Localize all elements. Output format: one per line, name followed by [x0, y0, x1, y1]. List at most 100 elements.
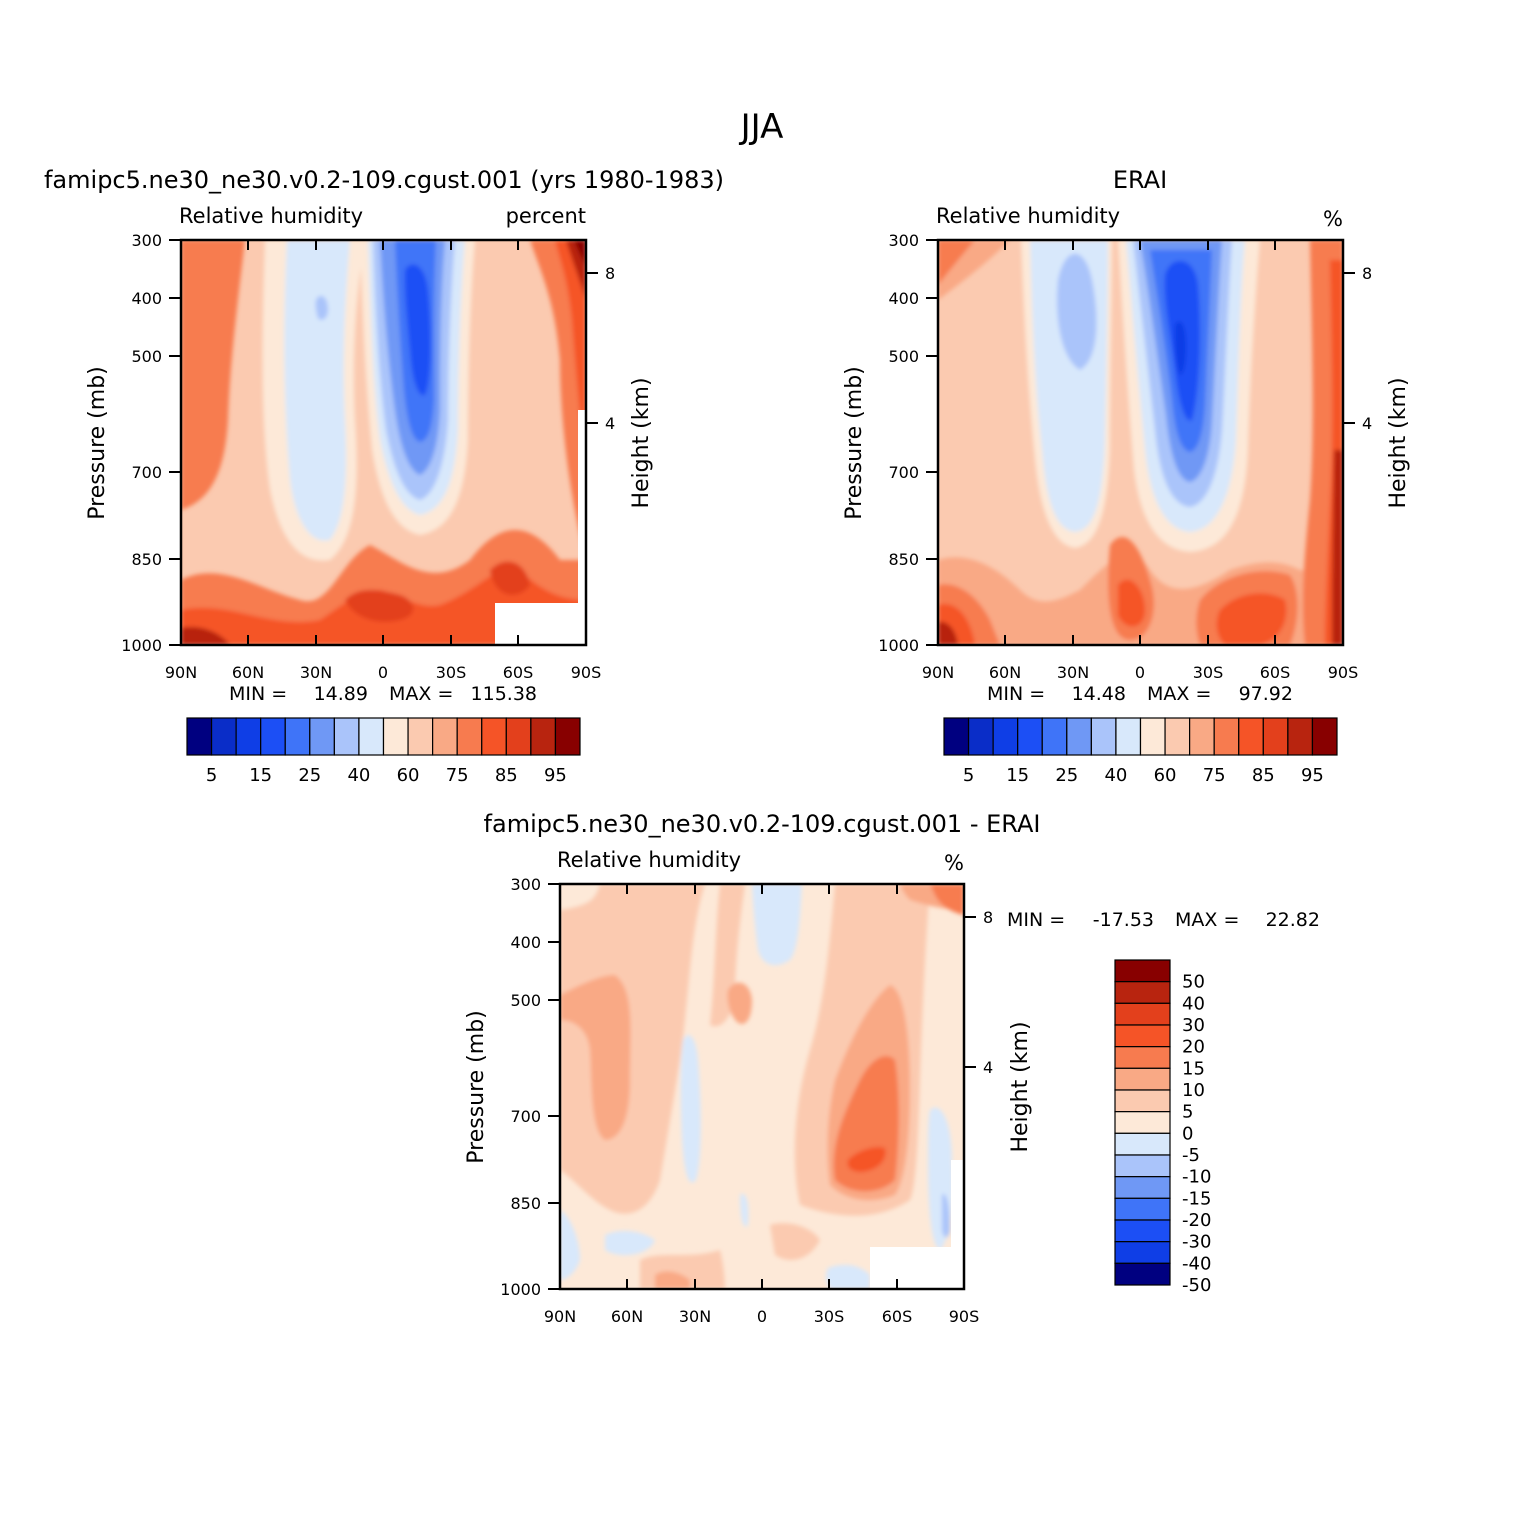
colorbar-swatch — [1090, 717, 1117, 756]
colorbar-label: -10 — [1182, 1167, 1211, 1188]
colorbar-label: 5 — [963, 765, 974, 786]
colorbar-swatch — [1114, 1002, 1171, 1026]
y-axis-label: Pressure (mb) — [842, 366, 867, 520]
colorbar-swatch — [1114, 1197, 1171, 1221]
x-tick-label: 30N — [300, 663, 332, 682]
x-tick-label: 0 — [1135, 663, 1145, 682]
colorbar-swatch — [1114, 1111, 1171, 1134]
y-tick-label: 1000 — [500, 1280, 541, 1299]
colorbar-label: 60 — [1154, 765, 1177, 786]
x-tick-label: 90S — [1328, 663, 1359, 682]
max-value: 115.38 — [471, 683, 537, 705]
colorbar-label: -50 — [1182, 1275, 1211, 1296]
colorbar-swatch — [260, 717, 286, 756]
x-tick-label: 0 — [757, 1307, 767, 1326]
x-tick-label: 90S — [571, 663, 602, 682]
colorbar-swatch — [1114, 981, 1171, 1004]
contour-field — [938, 240, 1343, 645]
colorbar-swatch — [333, 717, 360, 756]
x-tick-label: 60S — [503, 663, 534, 682]
colorbar-label: 40 — [347, 765, 370, 786]
x-tick-label: 30S — [814, 1307, 845, 1326]
colorbar-swatch — [358, 717, 385, 756]
colorbar-swatch — [1115, 717, 1142, 756]
colorbar-swatch — [1287, 717, 1314, 756]
y-tick-label: 700 — [510, 1107, 541, 1126]
min-value: 14.48 — [1072, 683, 1126, 705]
variable-label: Relative humidity — [936, 204, 1120, 228]
colorbar-swatch — [554, 717, 581, 756]
colorbar-swatch — [1017, 717, 1043, 756]
colorbar-label: -40 — [1182, 1253, 1211, 1274]
colorbar-label: 85 — [495, 765, 518, 786]
colorbar-label: 40 — [1182, 993, 1205, 1014]
x-tick-label: 0 — [378, 663, 388, 682]
height-tick-label: 4 — [983, 1058, 993, 1077]
max-value: 97.92 — [1239, 683, 1293, 705]
colorbar-swatch — [1066, 717, 1092, 756]
colorbar: 5 15 25 40 60 75 85 95 — [943, 717, 1338, 786]
colorbar-swatch — [1114, 1219, 1171, 1243]
y-tick-label: 850 — [131, 550, 162, 569]
colorbar-swatch — [432, 717, 458, 756]
colorbar-swatch — [1114, 1024, 1171, 1048]
x-ticks — [169, 239, 598, 646]
colorbar-swatch — [1262, 717, 1289, 756]
x-tick-label: 30N — [1057, 663, 1089, 682]
colorbar-swatch — [284, 717, 311, 756]
y-right-axis-label: Height (km) — [1386, 377, 1411, 508]
units-label: % — [1323, 207, 1343, 231]
colorbar-label: 5 — [206, 765, 217, 786]
colorbar-swatch — [1189, 717, 1215, 756]
panel-title: famipc5.ne30_ne30.v0.2-109.cgust.001 (yr… — [44, 166, 724, 194]
y-tick-label: 400 — [131, 289, 162, 308]
colorbar-swatch — [407, 717, 434, 756]
y-tick-label: 500 — [510, 991, 541, 1010]
colorbar-swatch — [481, 717, 507, 756]
colorbar-label: 15 — [1006, 765, 1029, 786]
y-tick-label: 400 — [510, 933, 541, 952]
colorbar-label: -30 — [1182, 1232, 1211, 1253]
height-tick-label: 8 — [983, 908, 993, 927]
colorbar: 5 15 25 40 60 75 85 95 — [186, 717, 581, 786]
min-value: 14.89 — [314, 683, 368, 705]
height-tick-label: 4 — [1362, 414, 1372, 433]
y-axis-label: Pressure (mb) — [464, 1010, 489, 1164]
colorbar-swatch — [1114, 959, 1171, 983]
variable-label: Relative humidity — [557, 848, 741, 872]
min-value: -17.53 — [1093, 909, 1154, 931]
units-label: percent — [506, 204, 586, 228]
colorbar-swatch — [235, 717, 262, 756]
x-tick-label: 60N — [989, 663, 1021, 682]
contour-field — [560, 884, 964, 1289]
x-tick-label: 60N — [611, 1307, 643, 1326]
x-tick-label: 30S — [1193, 663, 1224, 682]
colorbar-swatch — [1114, 1176, 1171, 1199]
colorbar-label: -15 — [1182, 1188, 1211, 1209]
colorbar-swatch — [382, 717, 409, 756]
y-tick-label: 850 — [510, 1194, 541, 1213]
contour-field — [181, 240, 586, 645]
panel-reanalysis: ERAI Relative humidity % — [842, 166, 1411, 786]
colorbar-label: -20 — [1182, 1210, 1211, 1231]
colorbar-swatch — [1139, 717, 1166, 756]
colorbar-swatch — [1311, 717, 1338, 756]
min-label: MIN = — [987, 683, 1045, 705]
height-tick-label: 8 — [1362, 264, 1372, 283]
colorbar-swatch — [967, 717, 994, 756]
colorbar-label: 60 — [397, 765, 420, 786]
panel-model: famipc5.ne30_ne30.v0.2-109.cgust.001 (yr… — [44, 166, 724, 786]
x-tick-label: 60N — [232, 663, 264, 682]
colorbar-swatch — [505, 717, 532, 756]
height-tick-label: 4 — [605, 414, 615, 433]
colorbar-label: 95 — [1301, 765, 1324, 786]
colorbar-label: 5 — [1182, 1102, 1193, 1123]
colorbar-label: 15 — [249, 765, 272, 786]
x-ticks — [926, 239, 1355, 646]
colorbar-swatch — [943, 717, 970, 756]
x-ticks — [548, 883, 976, 1290]
max-label: MAX = — [389, 683, 453, 705]
colorbar-label: 0 — [1182, 1123, 1193, 1144]
figure-title: JJA — [739, 107, 784, 147]
colorbar-label: 95 — [544, 765, 567, 786]
